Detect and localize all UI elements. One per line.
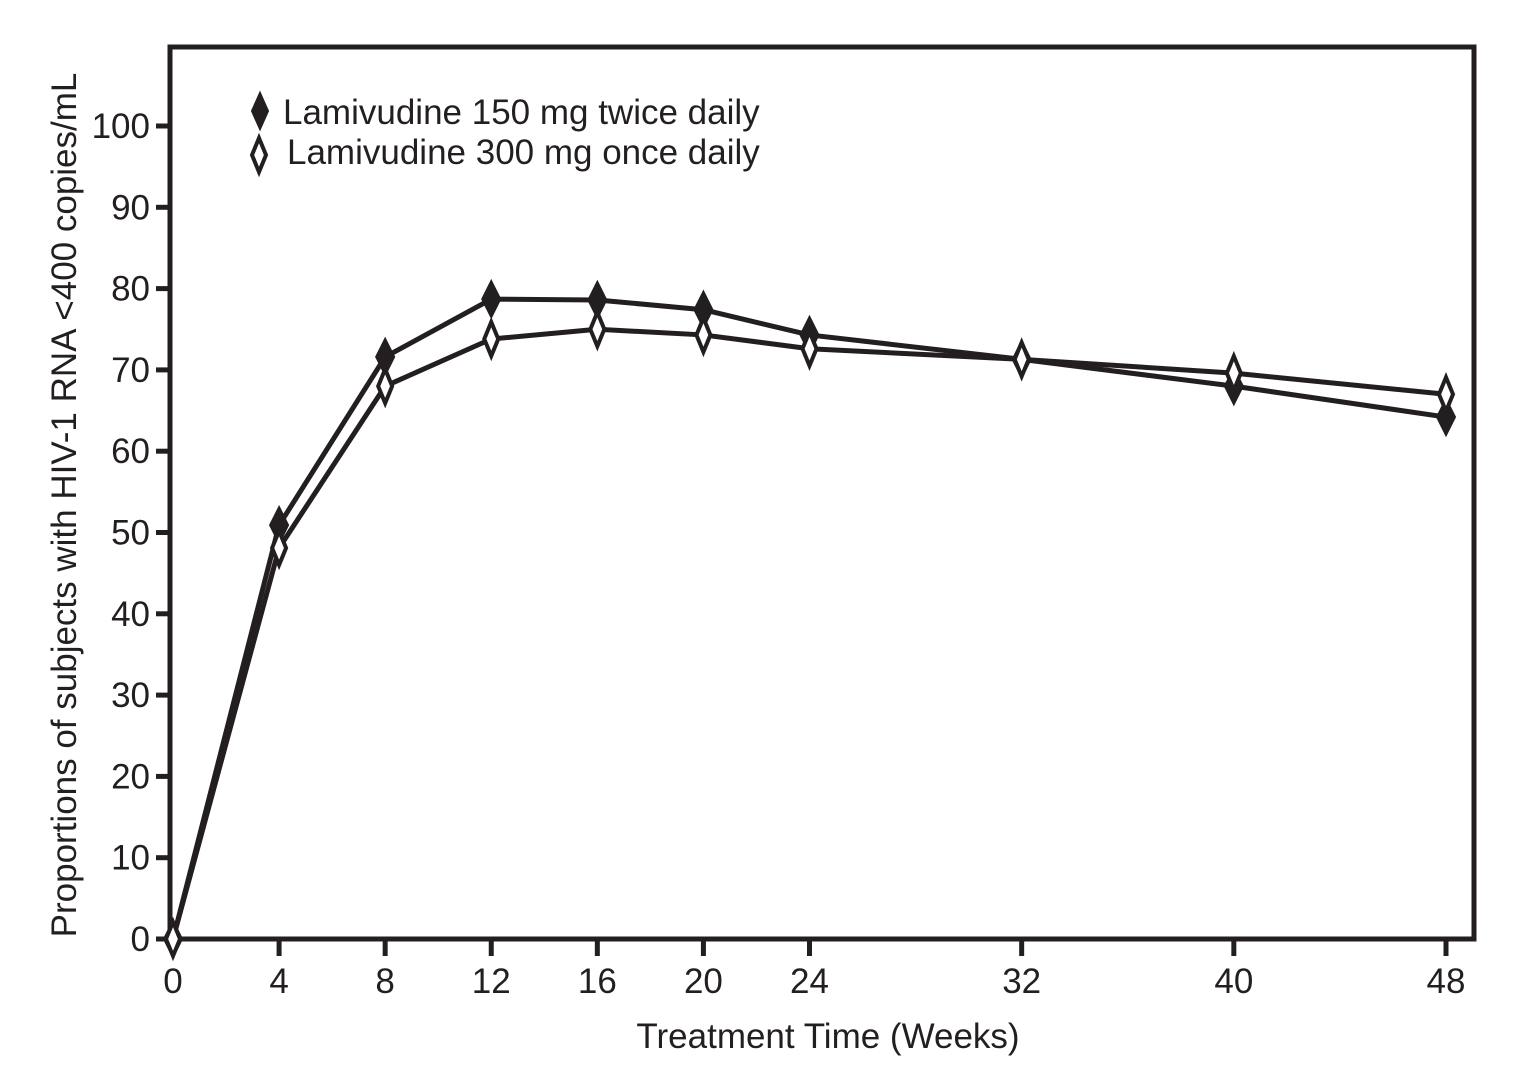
data-point-once-daily (376, 363, 395, 409)
y-tick-label: 90 (111, 188, 150, 227)
x-tick-label: 8 (375, 962, 394, 1001)
y-tick-label: 80 (111, 270, 150, 309)
data-point-once-daily (800, 326, 819, 372)
filled-diamond-icon (250, 90, 270, 132)
x-tick-label: 12 (472, 962, 511, 1001)
series-markers (162, 278, 1457, 962)
x-tick-label: 40 (1214, 962, 1253, 1001)
y-tick-label: 60 (111, 432, 150, 471)
y-tick-label: 10 (111, 839, 150, 878)
data-point-once-daily (588, 306, 607, 352)
y-tick-label: 50 (111, 514, 150, 553)
open-diamond-icon (249, 132, 269, 178)
legend-label-twice-daily: Lamivudine 150 mg twice daily (283, 93, 760, 132)
data-point-twice-daily (481, 278, 502, 320)
x-tick-label: 16 (578, 962, 617, 1001)
data-point-once-daily (482, 316, 501, 362)
series-line-once-daily (170, 326, 1447, 940)
x-tick-label: 20 (684, 962, 723, 1001)
x-tick-label: 0 (163, 962, 182, 1001)
data-point-once-daily (1012, 337, 1031, 382)
legend-item-once-daily: Lamivudine 300 mg once daily (249, 132, 760, 178)
data-point-twice-daily (1435, 396, 1457, 438)
data-point-once-daily (1436, 372, 1456, 417)
x-tick-label: 24 (790, 962, 829, 1001)
data-point-once-daily (1224, 350, 1243, 396)
legend-item-twice-daily: Lamivudine 150 mg twice daily (250, 90, 760, 132)
series-line-twice-daily (170, 296, 1447, 940)
plot-frame (167, 44, 1477, 942)
data-point-once-daily (269, 525, 289, 571)
x-axis: 0 4 8 12 16 20 24 32 40 48 (163, 939, 1465, 1001)
y-tick-label: 30 (111, 676, 150, 715)
y-tick-label: 0 (131, 920, 150, 959)
y-tick-label: 100 (92, 107, 150, 146)
series-lines (170, 296, 1447, 940)
x-tick-label: 32 (1002, 962, 1041, 1001)
data-point-once-daily (694, 312, 713, 358)
legend: Lamivudine 150 mg twice daily Lamivudine… (249, 90, 760, 178)
data-point-once-daily (163, 916, 183, 962)
y-tick-label: 40 (111, 595, 150, 634)
legend-label-once-daily: Lamivudine 300 mg once daily (287, 133, 760, 172)
y-axis-title: Proportions of subjects with HIV-1 RNA <… (45, 73, 84, 938)
x-axis-title: Treatment Time (Weeks) (636, 1017, 1019, 1056)
y-tick-label: 70 (111, 351, 150, 390)
y-axis: 0 10 20 30 40 50 60 70 80 90 100 (92, 107, 170, 959)
x-tick-label: 4 (269, 962, 288, 1001)
y-tick-label: 20 (111, 757, 150, 796)
x-tick-label: 48 (1427, 962, 1466, 1001)
